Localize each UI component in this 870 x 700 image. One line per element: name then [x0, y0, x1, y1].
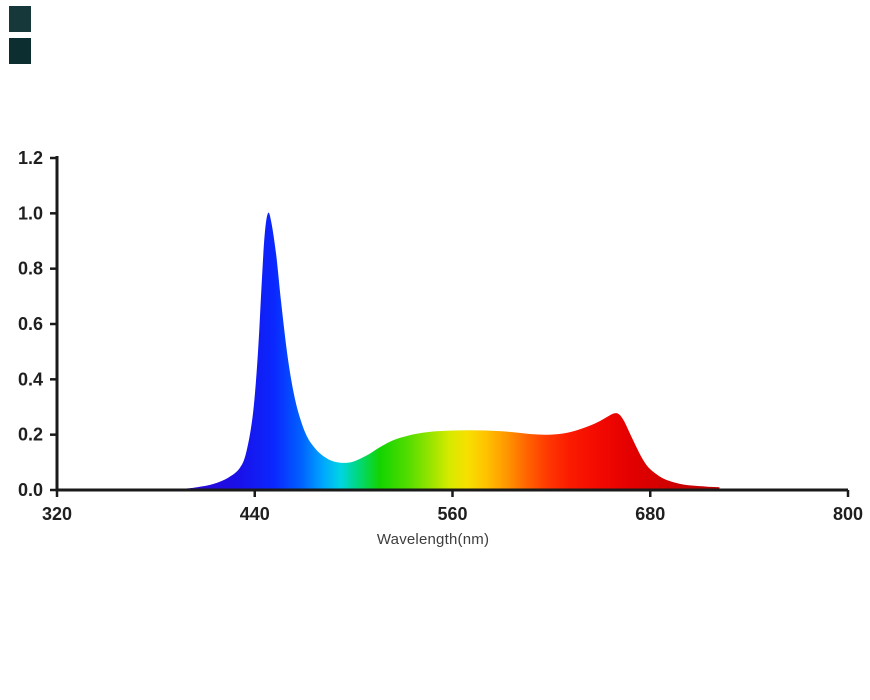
gallery-thumbnail-2[interactable] — [9, 38, 31, 64]
y-tick-label: 0.0 — [18, 480, 43, 500]
x-tick-label: 680 — [635, 504, 665, 524]
spectrum-area — [155, 212, 720, 490]
y-tick-label: 1.0 — [18, 203, 43, 223]
y-tick-label: 0.6 — [18, 314, 43, 334]
y-tick-label: 0.8 — [18, 259, 43, 279]
y-tick-label: 1.2 — [18, 148, 43, 168]
x-tick-label: 560 — [437, 504, 467, 524]
x-tick-label: 320 — [42, 504, 72, 524]
x-axis-title: Wavelength(nm) — [376, 531, 490, 548]
gallery-thumbnail-1[interactable] — [9, 6, 31, 32]
y-tick-label: 0.4 — [18, 369, 43, 389]
y-tick-label: 0.2 — [18, 425, 43, 445]
x-tick-label: 440 — [240, 504, 270, 524]
x-tick-label: 800 — [833, 504, 863, 524]
